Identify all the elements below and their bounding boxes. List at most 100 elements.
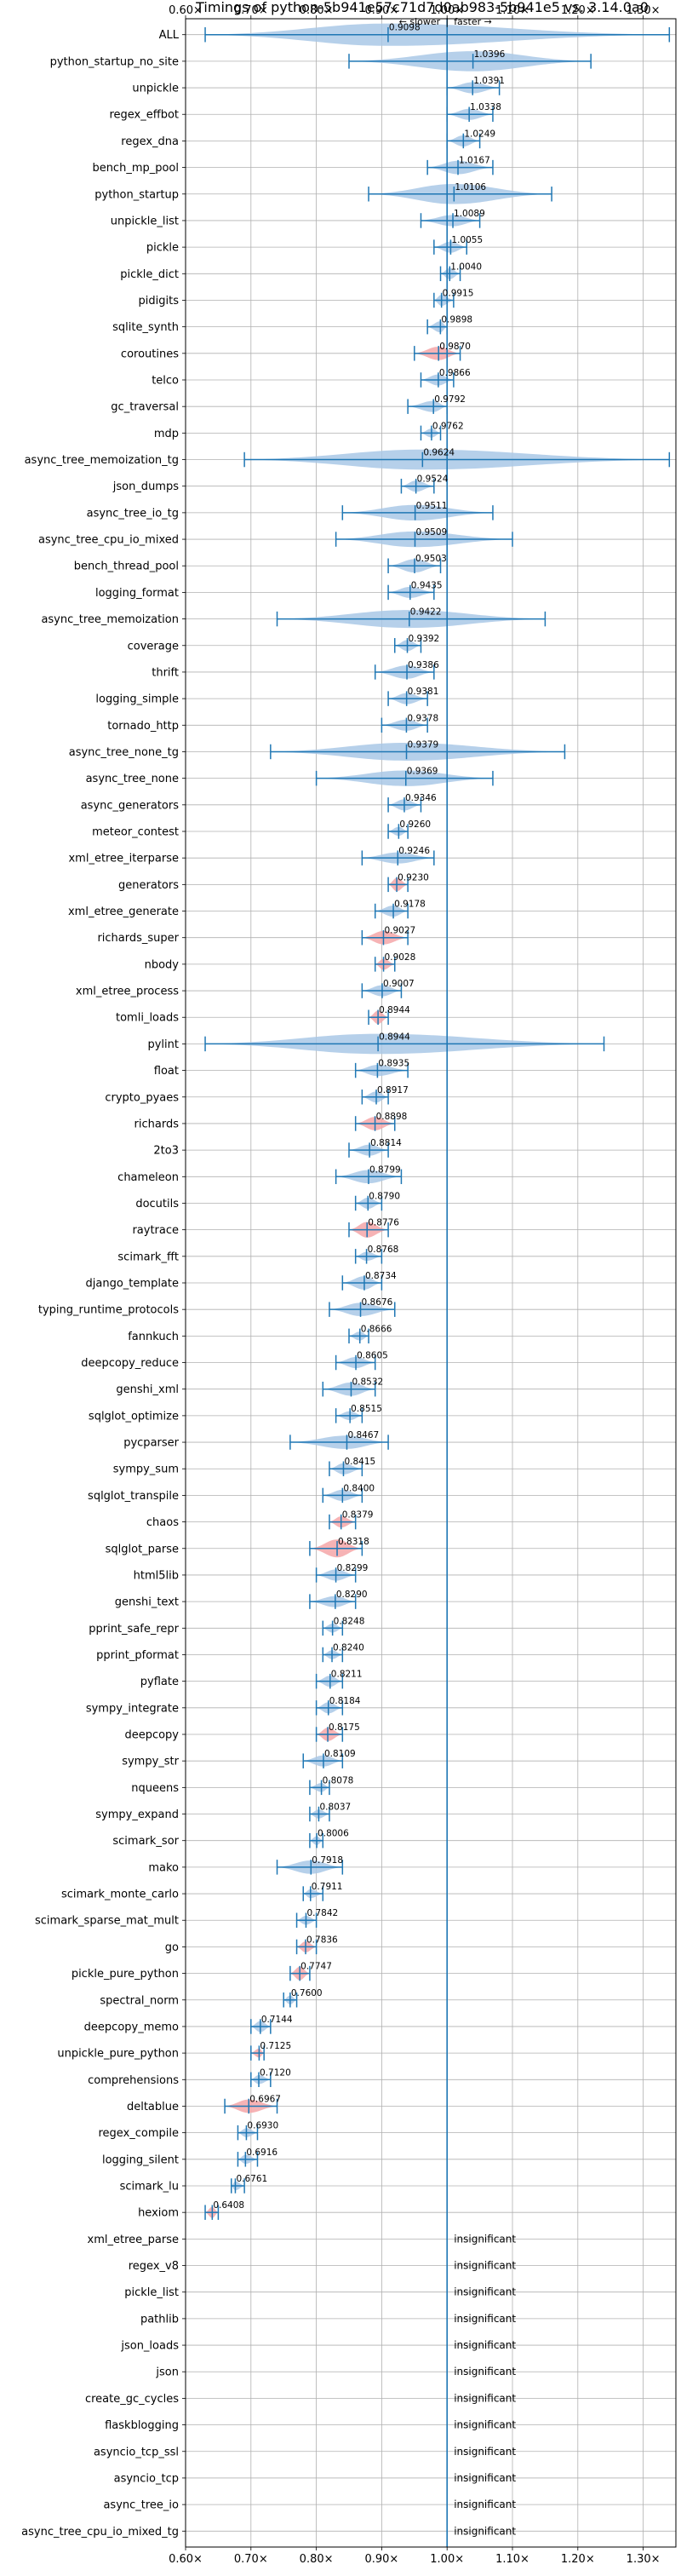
value-label: 0.9898 [441, 315, 472, 325]
x-tick-label-top: 1.10× [495, 4, 529, 17]
x-tick-label-layer: 0.60× 0.60× 0.70× 0.70× 0.80× 0.80× 0.90× 0.90×… [169, 4, 660, 2566]
value-label: 1.0089 [454, 209, 485, 219]
value-label: 0.8467 [347, 1430, 379, 1440]
benchmark-label: unpickle_list [111, 215, 179, 227]
benchmark-label: python_startup_no_site [50, 55, 179, 68]
x-tick-label-top: 0.90× [364, 4, 398, 17]
value-label: 0.8184 [329, 1696, 361, 1706]
value-label: 0.9524 [417, 474, 449, 485]
value-label: 1.0396 [474, 49, 506, 60]
benchmark-label: scimark_sor [112, 1835, 179, 1848]
value-label: 0.9866 [439, 368, 471, 378]
value-label: 0.9381 [408, 687, 439, 697]
benchmark-label: deltablue [127, 2101, 179, 2113]
benchmark-label: sqlite_synth [112, 321, 179, 334]
benchmark-label: sympy_expand [95, 1808, 179, 1821]
value-label: 0.8515 [351, 1404, 382, 1414]
benchmark-label: thrift [152, 666, 179, 679]
value-label: 0.9386 [408, 660, 439, 670]
x-tick-label-top: 0.60× [169, 4, 203, 17]
value-label: 0.9178 [394, 900, 426, 910]
benchmark-label: scimark_lu [120, 2181, 179, 2194]
x-tick-label-top: 1.20× [561, 4, 595, 17]
value-label: 0.8790 [369, 1191, 400, 1201]
benchmark-label: pyflate [140, 1676, 179, 1688]
benchmark-label: 2to3 [153, 1145, 179, 1158]
benchmark-label: fannkuch [128, 1331, 179, 1343]
x-tick-label-bottom: 1.10× [495, 2553, 529, 2566]
benchmark-label: generators [118, 879, 179, 892]
value-label: 0.8211 [331, 1670, 363, 1680]
benchmark-label: async_tree_memoization [41, 613, 179, 626]
benchmark-label: deepcopy_memo [84, 2021, 179, 2033]
benchmark-label: hexiom [138, 2207, 179, 2220]
value-label: 0.9792 [434, 394, 466, 405]
benchmark-label: pidigits [139, 295, 180, 308]
benchmark-label: scimark_fft [117, 1251, 179, 1263]
benchmark-label: json [155, 2366, 179, 2379]
benchmark-label: spectral_norm [100, 1994, 179, 2007]
value-label: 0.9260 [399, 819, 431, 830]
value-label: 0.8175 [329, 1722, 360, 1733]
value-label: 0.9028 [385, 952, 416, 963]
value-label: 0.8109 [324, 1749, 356, 1759]
benchmark-label: genshi_text [115, 1596, 179, 1609]
x-tick-label-top: 0.70× [234, 4, 268, 17]
benchmark-label: django_template [86, 1278, 179, 1291]
benchmark-label: crypto_pyaes [105, 1091, 179, 1104]
value-label: 0.8532 [352, 1377, 383, 1388]
benchmark-label: tornado_http [107, 720, 179, 733]
benchmark-label: create_gc_cycles [85, 2393, 179, 2406]
faster-direction-label: faster → [454, 16, 492, 27]
value-label: 0.8248 [334, 1616, 365, 1626]
value-label: 0.8676 [362, 1297, 393, 1308]
value-label: 0.8776 [368, 1218, 399, 1228]
benchmark-label: sympy_sum [113, 1463, 179, 1476]
x-tick-label-top: 1.00× [430, 4, 464, 17]
value-label: 0.8037 [319, 1803, 351, 1813]
value-label: 0.9870 [439, 342, 471, 352]
insignificant-label: insignificant [454, 2525, 516, 2537]
benchmark-label: regex_v8 [129, 2260, 179, 2273]
value-label: 0.8078 [323, 1775, 354, 1785]
x-tick-label-bottom: 1.20× [561, 2553, 595, 2566]
benchmark-label: xml_etree_parse [88, 2234, 179, 2246]
value-label: 0.8318 [338, 1537, 369, 1547]
benchmark-label: pprint_safe_repr [89, 1623, 179, 1636]
x-tick-label-top: 0.80× [300, 4, 334, 17]
insignificant-label: insignificant [454, 2366, 516, 2378]
value-label: 0.8799 [369, 1164, 401, 1175]
value-label: 0.7144 [261, 2015, 293, 2025]
benchmark-label: mako [148, 1861, 179, 1874]
benchmark-label: xml_etree_process [76, 986, 179, 998]
benchmark-label: html5lib [134, 1569, 179, 1582]
value-label: 0.8290 [336, 1590, 368, 1600]
benchmark-label: flaskblogging [105, 2419, 179, 2432]
value-label: 1.0040 [450, 262, 482, 272]
benchmark-label: async_tree_cpu_io_mixed_tg [21, 2526, 179, 2539]
slower-direction-label: ← slower [399, 16, 441, 27]
value-label: 0.6408 [213, 2200, 244, 2211]
benchmark-label: pickle_dict [120, 268, 179, 281]
benchmark-label: sqlglot_parse [106, 1543, 179, 1555]
value-label: 0.7600 [291, 1988, 323, 1998]
benchmark-label: docutils [135, 1198, 179, 1210]
benchmark-label: typing_runtime_protocols [38, 1304, 179, 1317]
value-label: 0.9230 [398, 872, 429, 883]
value-label: 0.9369 [407, 767, 438, 777]
value-label: 0.7125 [260, 2041, 291, 2051]
value-label: 0.8734 [365, 1271, 397, 1281]
benchmark-label: logging_format [95, 587, 179, 600]
value-label: 0.8605 [357, 1351, 388, 1361]
value-label: 0.9246 [398, 846, 430, 856]
benchmark-label: async_tree_memoization_tg [25, 454, 179, 467]
value-label: 1.0249 [464, 129, 495, 139]
benchmark-label: json_loads [120, 2340, 179, 2353]
plot-frame [185, 18, 677, 2548]
value-label: 0.9422 [410, 607, 442, 618]
chart-title: Timings of python-5b941e57c71d7d0ab983-5… [195, 0, 649, 15]
benchmark-label: pycparser [123, 1437, 179, 1450]
value-label: 0.9027 [384, 926, 415, 936]
